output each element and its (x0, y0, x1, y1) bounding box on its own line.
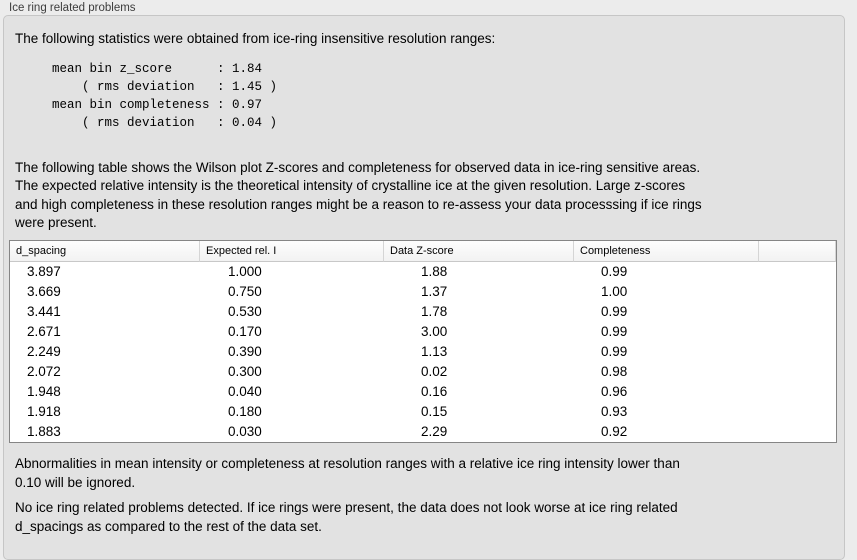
cell-completeness: 0.92 (601, 423, 628, 439)
cell-expected-rel-i: 0.170 (228, 323, 262, 339)
cell-d-spacing: 1.883 (27, 423, 61, 439)
intro-text: The following statistics were obtained f… (15, 31, 496, 46)
cell-completeness: 0.99 (601, 263, 628, 279)
table-row[interactable]: 3.897 1.000 1.88 0.99 (10, 262, 836, 282)
table-row[interactable]: 2.249 0.390 1.13 0.99 (10, 342, 836, 362)
column-header-empty (758, 240, 836, 262)
cell-completeness: 0.99 (601, 343, 628, 359)
cell-data-z-score: 2.29 (421, 423, 448, 439)
cell-completeness: 1.00 (601, 283, 628, 299)
cell-completeness: 0.96 (601, 383, 628, 399)
cell-d-spacing: 2.072 (27, 363, 61, 379)
table-row[interactable]: 3.669 0.750 1.37 1.00 (10, 282, 836, 302)
cell-d-spacing: 3.669 (27, 283, 61, 299)
ice-ring-panel: The following statistics were obtained f… (3, 15, 845, 560)
cell-d-spacing: 2.671 (27, 323, 61, 339)
cell-expected-rel-i: 0.300 (228, 363, 262, 379)
note-text: Abnormalities in mean intensity or compl… (15, 456, 680, 490)
column-header-data-z-score[interactable]: Data Z-score (383, 240, 573, 262)
ice-ring-table: d_spacing Expected rel. I Data Z-score C… (9, 239, 837, 443)
column-header-expected-rel-i[interactable]: Expected rel. I (199, 240, 383, 262)
cell-d-spacing: 1.948 (27, 383, 61, 399)
cell-completeness: 0.99 (601, 303, 628, 319)
cell-expected-rel-i: 0.390 (228, 343, 262, 359)
cell-expected-rel-i: 0.750 (228, 283, 262, 299)
conclusion-text: No ice ring related problems detected. I… (15, 500, 678, 534)
cell-d-spacing: 2.249 (27, 343, 61, 359)
table-row[interactable]: 3.441 0.530 1.78 0.99 (10, 302, 836, 322)
cell-data-z-score: 1.78 (421, 303, 448, 319)
cell-d-spacing: 3.441 (27, 303, 61, 319)
cell-expected-rel-i: 1.000 (228, 263, 262, 279)
stats-block: mean bin z_score : 1.84 ( rms deviation … (52, 61, 278, 130)
table-row[interactable]: 1.918 0.180 0.15 0.93 (10, 402, 836, 422)
table-row[interactable]: 2.072 0.300 0.02 0.98 (10, 362, 836, 382)
table-row[interactable]: 1.948 0.040 0.16 0.96 (10, 382, 836, 402)
table-row[interactable]: 1.883 0.030 2.29 0.92 (10, 422, 836, 442)
cell-completeness: 0.93 (601, 403, 628, 419)
cell-data-z-score: 1.37 (421, 283, 448, 299)
cell-data-z-score: 0.16 (421, 383, 448, 399)
cell-d-spacing: 3.897 (27, 263, 61, 279)
cell-expected-rel-i: 0.530 (228, 303, 262, 319)
cell-data-z-score: 0.15 (421, 403, 448, 419)
cell-expected-rel-i: 0.180 (228, 403, 262, 419)
cell-data-z-score: 3.00 (421, 323, 448, 339)
description-text: The following table shows the Wilson plo… (15, 159, 702, 231)
table-header-row: d_spacing Expected rel. I Data Z-score C… (10, 240, 836, 262)
cell-completeness: 0.99 (601, 323, 628, 339)
cell-expected-rel-i: 0.040 (228, 383, 262, 399)
panel-title: Ice ring related problems (9, 2, 136, 14)
cell-completeness: 0.98 (601, 363, 628, 379)
cell-d-spacing: 1.918 (27, 403, 61, 419)
cell-data-z-score: 1.13 (421, 343, 448, 359)
panel-content: The following statistics were obtained f… (4, 16, 844, 536)
column-header-completeness[interactable]: Completeness (573, 240, 758, 262)
cell-data-z-score: 1.88 (421, 263, 448, 279)
column-header-d-spacing[interactable]: d_spacing (10, 240, 199, 262)
cell-expected-rel-i: 0.030 (228, 423, 262, 439)
cell-data-z-score: 0.02 (421, 363, 448, 379)
table-row[interactable]: 2.671 0.170 3.00 0.99 (10, 322, 836, 342)
